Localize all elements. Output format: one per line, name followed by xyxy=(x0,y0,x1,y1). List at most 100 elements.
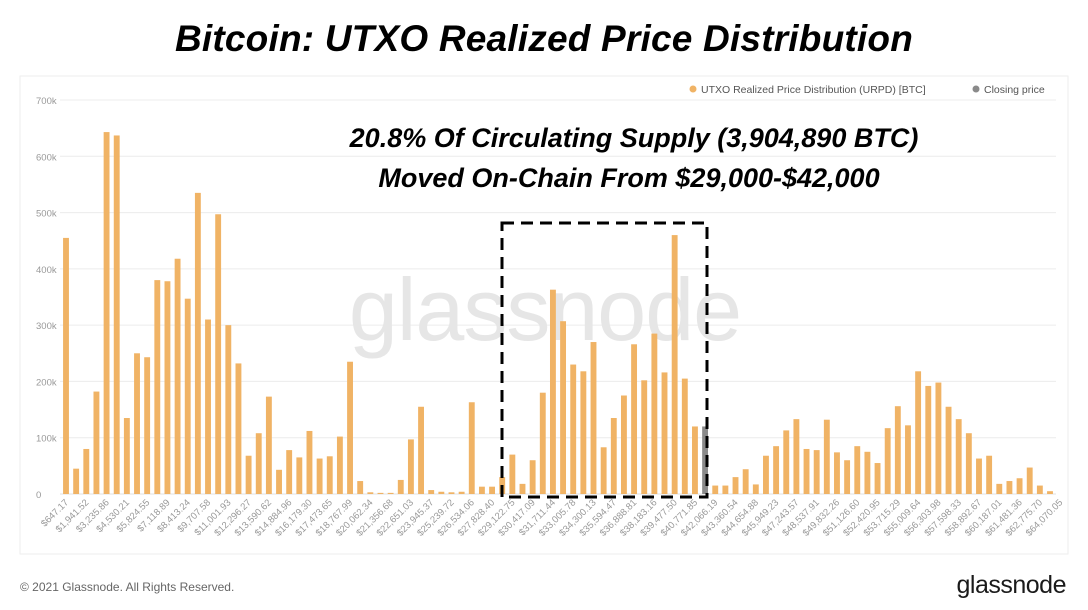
y-tick-label: 600k xyxy=(36,152,57,163)
bar xyxy=(93,391,100,494)
bar xyxy=(661,372,668,494)
bar xyxy=(154,280,161,494)
legend-label-closing: Closing price xyxy=(984,84,1045,96)
bar xyxy=(996,483,1003,494)
bar xyxy=(823,419,830,494)
bar xyxy=(884,428,891,494)
chart-panel xyxy=(19,75,1069,555)
bar xyxy=(915,371,922,494)
bar xyxy=(458,491,465,494)
y-tick-label: 200k xyxy=(36,377,57,388)
bar xyxy=(113,135,120,494)
bar xyxy=(752,484,759,494)
closing-price-bar xyxy=(702,426,709,494)
bar xyxy=(844,460,851,494)
footer-logo: glassnode xyxy=(956,571,1067,599)
legend-swatch-closing xyxy=(972,85,980,93)
bar xyxy=(397,479,404,494)
bar xyxy=(773,446,780,494)
y-tick-label: 100k xyxy=(36,434,57,445)
bar xyxy=(549,289,556,494)
bar xyxy=(621,395,627,494)
bar xyxy=(144,357,151,494)
bar xyxy=(255,433,262,494)
bar xyxy=(164,281,171,494)
bar xyxy=(377,492,384,494)
bar xyxy=(347,361,353,494)
bar xyxy=(793,419,800,494)
bar xyxy=(468,402,475,494)
bar xyxy=(671,235,678,494)
y-axis-ticks: 0 100k 200k 300k 400k 500k 600k 700k xyxy=(36,96,57,501)
bar xyxy=(590,342,597,494)
y-tick-label: 500k xyxy=(36,209,57,220)
bar xyxy=(357,481,364,494)
bar xyxy=(387,492,394,494)
bar xyxy=(945,406,952,494)
bar xyxy=(316,458,323,494)
bar xyxy=(803,448,810,494)
highlight-box xyxy=(500,221,709,499)
x-axis-ticks: $647.17$1,941.52$3,235.86$4,530.21$5,824… xyxy=(39,497,1065,538)
bar xyxy=(854,446,861,494)
bar xyxy=(286,450,293,494)
bar xyxy=(306,430,313,494)
bar xyxy=(478,486,485,494)
bars xyxy=(63,132,1053,494)
bar xyxy=(1047,491,1053,494)
bar xyxy=(418,406,424,494)
bar xyxy=(1036,485,1043,494)
bar xyxy=(225,325,232,494)
bar xyxy=(834,452,840,494)
bar xyxy=(955,419,962,494)
y-tick-label: 0 xyxy=(36,490,41,501)
chart-title: Bitcoin: UTXO Realized Price Distributio… xyxy=(174,18,913,59)
bar xyxy=(539,392,546,494)
legend: UTXO Realized Price Distribution (URPD) … xyxy=(689,84,1045,96)
bar xyxy=(610,418,617,494)
bar xyxy=(986,455,993,494)
bar xyxy=(925,385,932,494)
bar xyxy=(194,192,201,494)
bar xyxy=(874,463,881,494)
legend-swatch-urpd xyxy=(689,85,697,93)
bar xyxy=(276,469,282,494)
bar xyxy=(570,364,577,494)
y-tick-label: 700k xyxy=(36,96,57,107)
y-tick-label: 300k xyxy=(36,321,57,332)
bar xyxy=(864,451,871,494)
bar xyxy=(73,468,80,494)
y-tick-label: 400k xyxy=(36,265,57,276)
bar xyxy=(1016,478,1023,494)
bar xyxy=(326,456,333,494)
bar xyxy=(519,483,526,494)
bar xyxy=(448,492,455,494)
bar xyxy=(783,430,790,494)
bar xyxy=(63,237,69,494)
bar xyxy=(174,258,181,494)
bar xyxy=(641,380,648,494)
bar xyxy=(560,321,567,494)
legend-label-urpd: UTXO Realized Price Distribution (URPD) … xyxy=(701,84,926,96)
bar xyxy=(976,458,982,494)
bar xyxy=(103,132,110,494)
bar xyxy=(83,448,90,494)
bar xyxy=(529,460,536,494)
bar xyxy=(1006,481,1013,494)
bar xyxy=(651,333,658,494)
bar xyxy=(489,486,495,494)
bar xyxy=(407,439,414,494)
bar xyxy=(722,485,729,494)
bar xyxy=(123,418,130,494)
bar xyxy=(763,455,769,494)
footer-copyright: © 2021 Glassnode. All Rights Reserved. xyxy=(20,580,235,594)
bar xyxy=(600,447,607,494)
bar xyxy=(509,454,516,494)
bar xyxy=(905,425,911,494)
bar xyxy=(235,363,242,494)
bar xyxy=(580,371,587,494)
bar xyxy=(742,469,749,494)
annotation-line-2: Moved On-Chain From $29,000-$42,000 xyxy=(378,163,879,193)
bar xyxy=(336,436,343,494)
bar xyxy=(367,492,374,494)
